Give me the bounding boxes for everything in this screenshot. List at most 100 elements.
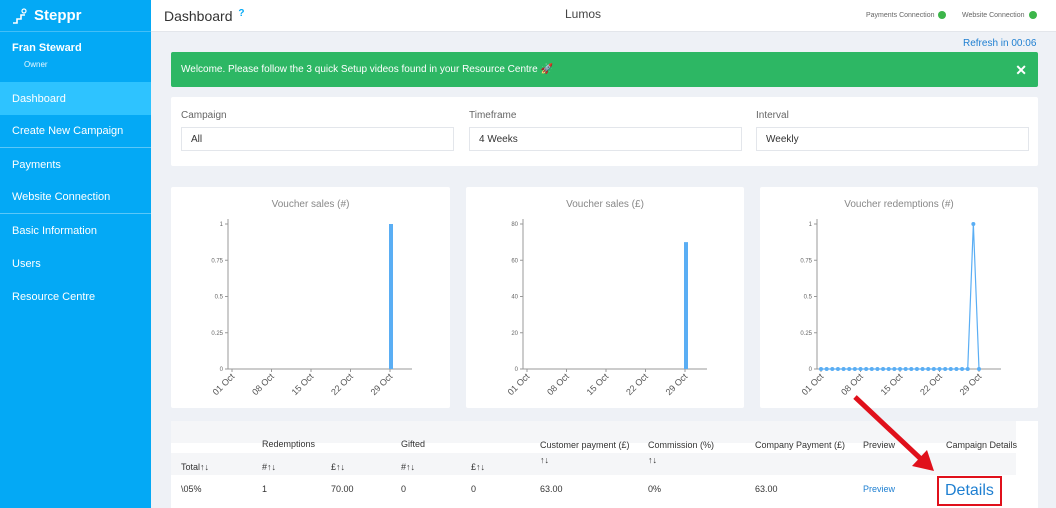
timeframe-filter: Timeframe 4 Weeks xyxy=(469,110,742,151)
brand-logo[interactable]: Steppr xyxy=(0,0,151,32)
table-header-groups xyxy=(171,421,1016,443)
x-tick-label: 29 Oct xyxy=(958,371,984,397)
alert-message: Welcome. Please follow the 3 quick Setup… xyxy=(181,64,553,75)
data-point xyxy=(926,367,931,371)
data-point xyxy=(937,367,942,371)
payments-connection-status: Payments Connection xyxy=(866,11,947,19)
refresh-timer: Refresh in 00:06 xyxy=(963,38,1037,49)
chart-title: Voucher sales (£) xyxy=(566,199,644,210)
website-connection-label: Website Connection xyxy=(962,11,1025,19)
x-tick-label: 15 Oct xyxy=(585,371,611,397)
data-point xyxy=(977,367,981,371)
header-commission[interactable]: Commission (%) xyxy=(648,440,715,450)
data-point xyxy=(909,367,914,371)
x-tick-label: 15 Oct xyxy=(290,371,316,397)
data-point xyxy=(960,367,965,371)
row-company-payment: 63.00 xyxy=(755,484,778,494)
header-customer-payment[interactable]: Customer payment (£) xyxy=(540,440,630,450)
sidebar-item-create-campaign[interactable]: Create New Campaign xyxy=(0,115,151,148)
x-tick-label: 15 Oct xyxy=(879,371,905,397)
interval-select[interactable]: Weekly xyxy=(756,127,1029,151)
header-redemptions-value[interactable]: £↑↓ xyxy=(331,462,346,472)
help-icon[interactable]: ? xyxy=(238,8,245,19)
row-gifted-value: 0 xyxy=(471,484,477,494)
header-gifted: Gifted xyxy=(401,439,426,449)
data-point xyxy=(898,367,902,371)
campaign-filter: Campaign All xyxy=(181,110,454,151)
header-company-payment[interactable]: Company Payment (£) xyxy=(755,440,846,450)
details-link[interactable]: Details xyxy=(945,482,994,499)
user-role: Owner xyxy=(24,60,48,69)
website-connection-status: Website Connection xyxy=(962,11,1037,19)
y-tick-label: 0.75 xyxy=(211,258,223,264)
filters-panel: Campaign All Timeframe 4 Weeks Interval … xyxy=(171,97,1038,166)
sort-commission-icon[interactable]: ↑↓ xyxy=(648,455,657,465)
header-gifted-value[interactable]: £↑↓ xyxy=(471,462,486,472)
data-point xyxy=(869,367,874,371)
data-point xyxy=(841,367,846,371)
timeframe-select[interactable]: 4 Weeks xyxy=(469,127,742,151)
row-redemptions-count: 1 xyxy=(262,484,268,494)
y-tick-label: 80 xyxy=(511,222,518,228)
data-point xyxy=(830,367,835,371)
row-gifted-count: 0 xyxy=(401,484,407,494)
header-gifted-count[interactable]: #↑↓ xyxy=(401,462,416,472)
data-point xyxy=(943,367,948,371)
bar xyxy=(684,242,688,369)
x-tick-label: 08 Oct xyxy=(545,371,571,397)
user-profile: Fran Steward Owner xyxy=(0,32,151,82)
row-total: \05% xyxy=(181,484,202,494)
preview-link[interactable]: Preview xyxy=(863,484,896,494)
campaign-select[interactable]: All xyxy=(181,127,454,151)
y-tick-label: 0.5 xyxy=(215,295,224,301)
campaign-label: Campaign xyxy=(181,110,227,121)
data-point xyxy=(886,367,891,371)
data-point xyxy=(931,367,936,371)
x-tick-label: 01 Oct xyxy=(211,371,237,397)
x-tick-label: 22 Oct xyxy=(624,371,650,397)
sidebar-item-dashboard[interactable]: Dashboard xyxy=(0,82,151,115)
data-point xyxy=(914,367,919,371)
y-tick-label: 0 xyxy=(809,367,813,373)
x-tick-label: 08 Oct xyxy=(250,371,276,397)
data-point xyxy=(858,367,863,371)
sidebar-item-users[interactable]: Users xyxy=(12,257,41,270)
data-point xyxy=(847,367,852,371)
sidebar: Steppr Fran Steward Owner Dashboard Crea… xyxy=(0,0,151,508)
data-point xyxy=(819,367,823,371)
payments-connection-label: Payments Connection xyxy=(866,11,935,19)
y-tick-label: 0.25 xyxy=(211,331,223,337)
header-campaign-details: Campaign Details xyxy=(946,440,1018,450)
x-tick-label: 22 Oct xyxy=(918,371,944,397)
header-redemptions-count[interactable]: #↑↓ xyxy=(262,462,277,472)
header-redemptions: Redemptions xyxy=(262,439,316,449)
chart-voucher-sales-count: 0 0.25 0.5 0.75 1 01 Oct 08 Oct 15 Oct 22 Oct 29 … xyxy=(211,219,412,397)
y-tick-label: 40 xyxy=(511,295,518,301)
sidebar-item-resource-centre[interactable]: Resource Centre xyxy=(12,290,96,303)
y-tick-label: 0 xyxy=(515,367,519,373)
business-name: Lumos xyxy=(565,7,602,21)
details-highlight: Details xyxy=(937,476,1002,506)
x-tick-label: 29 Oct xyxy=(369,371,395,397)
sort-customer-payment-icon[interactable]: ↑↓ xyxy=(540,455,549,465)
chart-voucher-redemptions: 0 0.25 0.5 0.75 1 01 Oct 08 Oct 15 Oct 22 Oct 29 … xyxy=(800,219,1001,397)
close-icon[interactable]: ✕ xyxy=(1015,62,1027,78)
y-tick-label: 0.75 xyxy=(800,258,812,264)
sidebar-item-website-connection[interactable]: Website Connection xyxy=(0,181,151,214)
brand-name: Steppr xyxy=(34,7,82,24)
data-point xyxy=(892,367,897,371)
data-point xyxy=(971,222,976,226)
sidebar-item-basic-information[interactable]: Basic Information xyxy=(12,224,97,237)
x-tick-label: 01 Oct xyxy=(800,371,826,397)
data-point xyxy=(965,367,970,371)
x-tick-label: 01 Oct xyxy=(506,371,532,397)
data-point xyxy=(824,367,829,371)
page-title: Dashboard ? xyxy=(164,8,245,24)
sidebar-item-payments[interactable]: Payments xyxy=(12,158,61,171)
chart-card-voucher-sales-count: Voucher sales (#) 0 0.25 0.5 0.75 1 01 Oct 08 … xyxy=(171,187,450,408)
page-title-text: Dashboard xyxy=(164,8,233,24)
header-total[interactable]: Total↑↓ xyxy=(181,462,210,472)
row-commission: 0% xyxy=(648,484,662,494)
chart-card-voucher-sales-value: Voucher sales (£) 0 20 40 60 80 01 Oct 08 Oct 1… xyxy=(466,187,744,408)
user-name: Fran Steward xyxy=(12,42,82,54)
